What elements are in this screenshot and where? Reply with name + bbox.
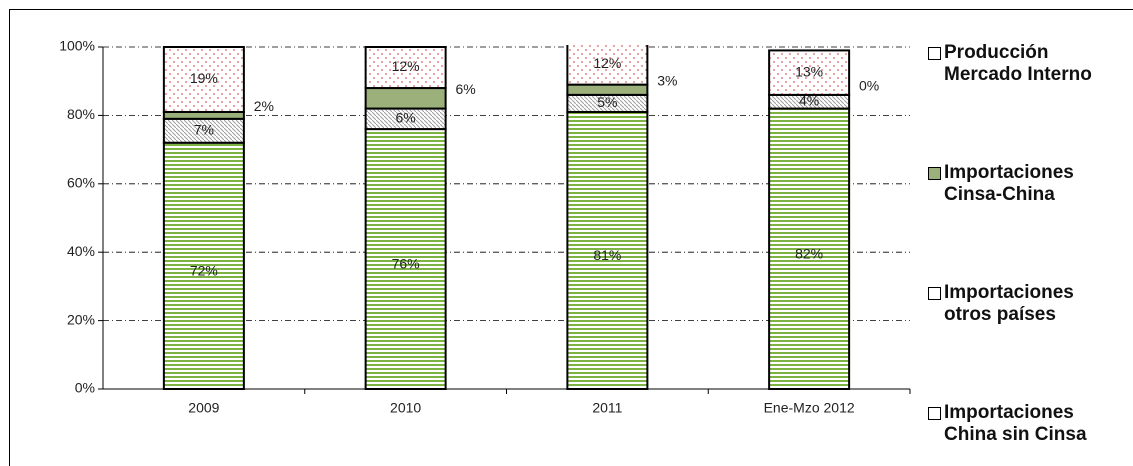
y-tick-label: 100% — [59, 38, 95, 54]
data-label: 12% — [392, 58, 420, 74]
legend-item: Importaciones China sin Cinsa — [928, 402, 1128, 446]
bar-segment — [162, 46, 245, 113]
data-label: 76% — [392, 256, 420, 272]
data-label: 3% — [657, 72, 677, 88]
y-tick-label: 20% — [67, 311, 95, 327]
y-tick-label: 60% — [67, 175, 95, 191]
x-tick-label: 2009 — [188, 400, 219, 416]
data-label: 6% — [456, 81, 476, 97]
data-label: 81% — [593, 247, 621, 263]
data-label: 82% — [795, 245, 823, 261]
data-label: 6% — [396, 110, 416, 126]
bar-segment — [364, 46, 447, 90]
y-tick-label: 80% — [67, 106, 95, 122]
y-tick-label: 40% — [67, 243, 95, 259]
legend-swatch — [928, 167, 941, 180]
bar-segment — [364, 87, 447, 110]
legend-label: Producción Mercado Interno — [944, 42, 1092, 85]
data-label: 13% — [795, 63, 823, 79]
legend-item: Producción Mercado Interno — [928, 42, 1128, 86]
legend-item: Importaciones otros países — [928, 282, 1128, 326]
data-label: 5% — [597, 94, 617, 110]
frame — [9, 9, 1133, 466]
bar-segment — [566, 45, 649, 86]
y-tick-label: 0% — [75, 380, 95, 396]
legend-swatch — [928, 47, 941, 60]
bar-segment — [162, 141, 245, 390]
data-label: 19% — [190, 70, 218, 86]
legend-item: Importaciones Cinsa-China — [928, 162, 1128, 206]
data-label: 72% — [190, 263, 218, 279]
data-label: 12% — [593, 55, 621, 71]
x-tick-label: 2011 — [592, 400, 622, 416]
x-tick-label: 2010 — [390, 400, 421, 416]
data-label: 2% — [254, 98, 274, 114]
x-tick-label: Ene-Mzo 2012 — [764, 400, 855, 416]
bar-segment — [566, 110, 649, 390]
data-label: 4% — [799, 92, 819, 108]
data-label: 0% — [859, 78, 879, 94]
legend: Producción Mercado Interno Importaciones … — [928, 42, 1128, 446]
bars — [162, 45, 851, 391]
bar-segment — [162, 110, 245, 120]
legend-swatch — [928, 287, 941, 300]
bar-segment — [768, 107, 851, 390]
data-label: 7% — [194, 121, 214, 137]
legend-swatch — [928, 407, 941, 420]
legend-label: Importaciones otros países — [944, 282, 1074, 325]
bar-segment — [768, 49, 851, 96]
legend-label: Importaciones Cinsa-China — [944, 162, 1074, 205]
legend-label: Importaciones China sin Cinsa — [944, 402, 1087, 445]
